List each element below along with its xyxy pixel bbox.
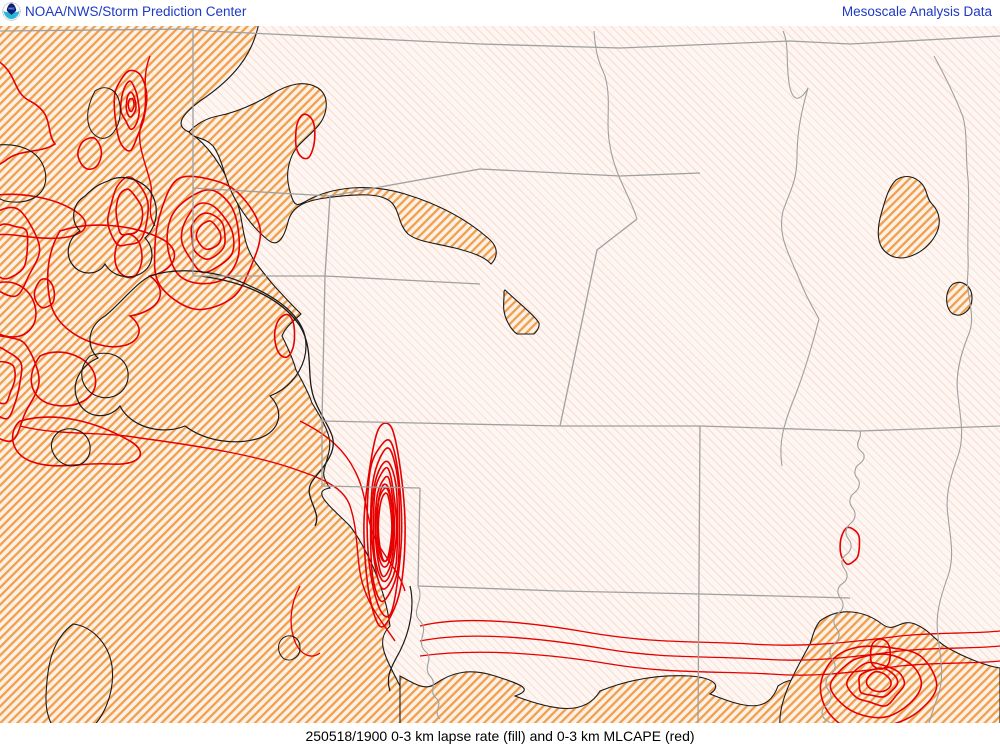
svg-text:NWS: NWS: [8, 7, 14, 11]
